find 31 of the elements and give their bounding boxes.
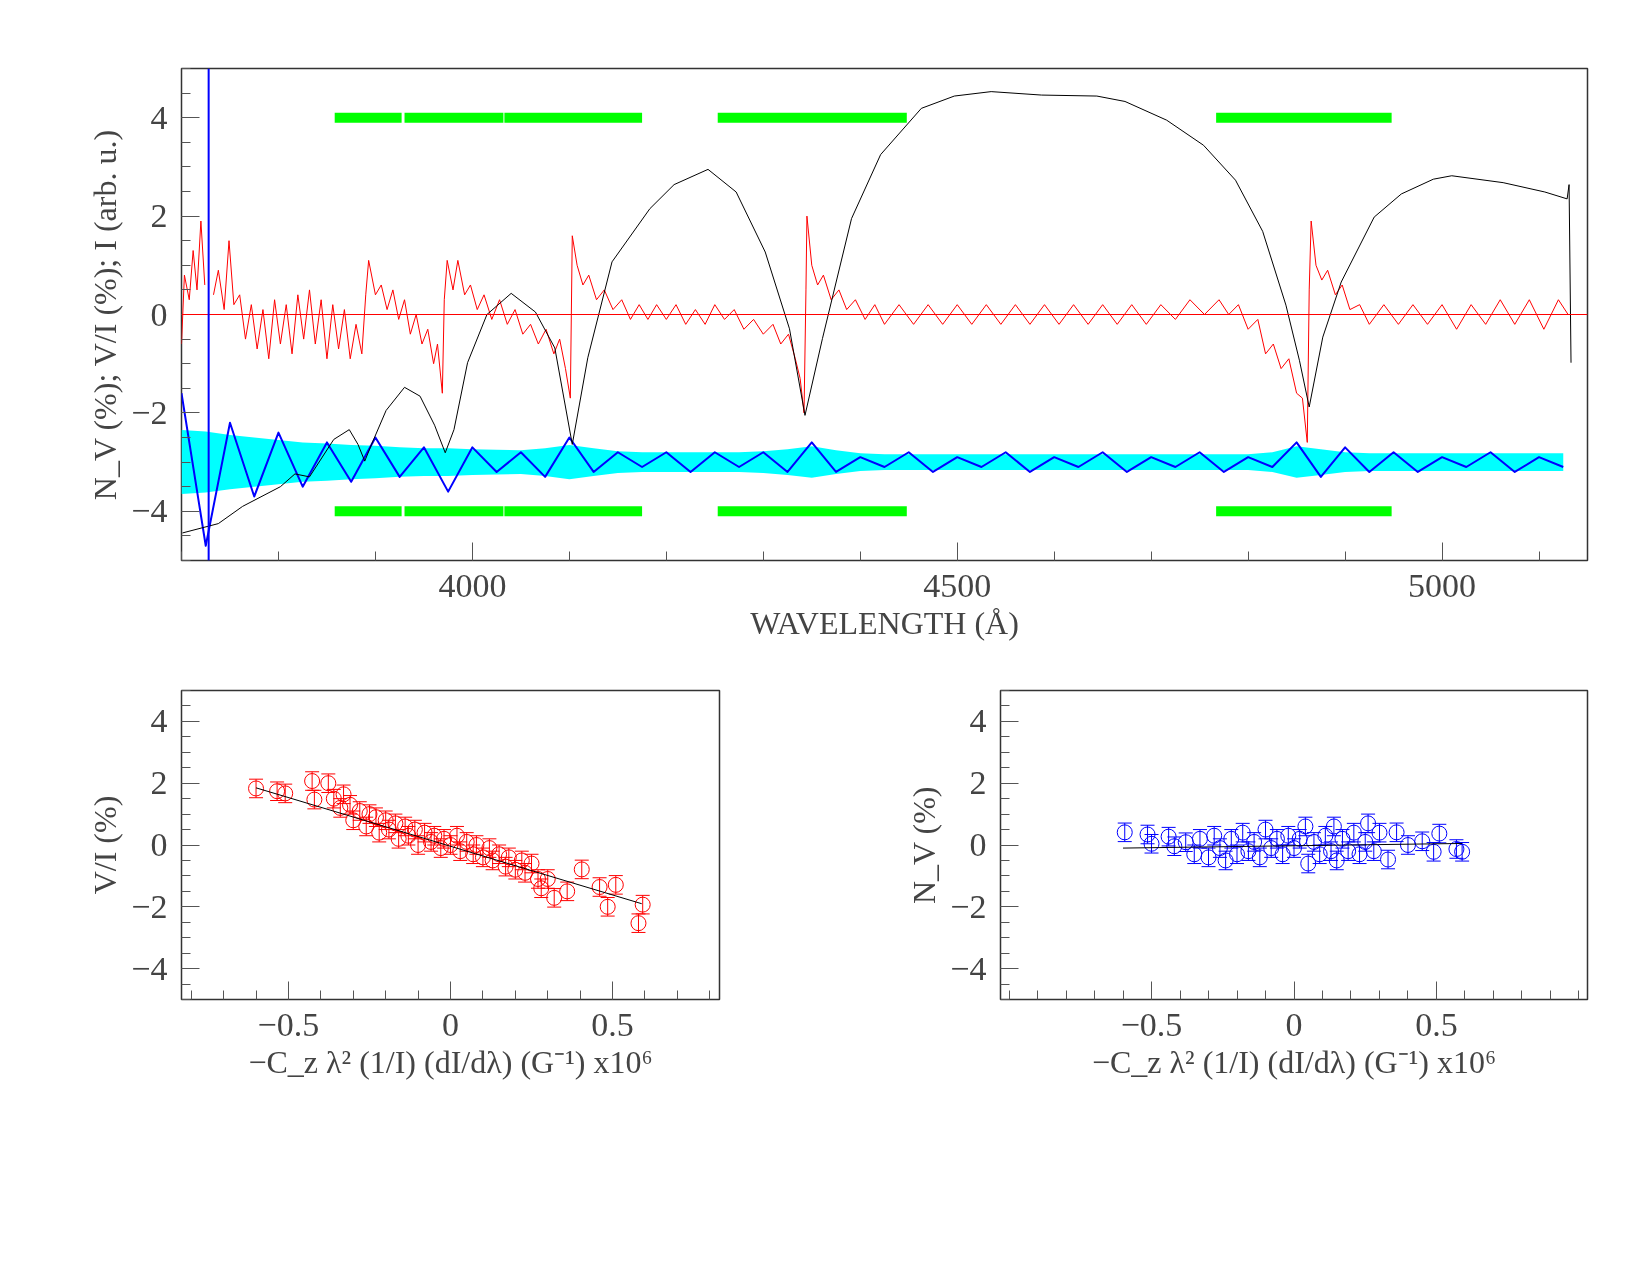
x-tick-label: 4500 bbox=[923, 566, 992, 604]
y-tick-label: −4 bbox=[131, 492, 168, 530]
x-axis-title: −C_z λ² (1/I) (dI/dλ) (G⁻¹) x10⁶ bbox=[248, 1043, 653, 1080]
y-tick-label: 0 bbox=[150, 295, 168, 333]
x-axis-title: WAVELENGTH (Å) bbox=[750, 604, 1019, 641]
y-tick-label: 4 bbox=[150, 98, 168, 136]
y-tick-label: 4 bbox=[969, 702, 987, 740]
y-axis-title: V/I (%) bbox=[87, 795, 124, 895]
x-tick-label: 0 bbox=[442, 1005, 459, 1043]
y-tick-label: 2 bbox=[150, 197, 168, 235]
y-axis-title: N_V (%); V/I (%); I (arb. u.) bbox=[87, 129, 124, 501]
y-tick-label: 2 bbox=[969, 764, 987, 802]
x-tick-label: 4000 bbox=[438, 566, 507, 604]
y-tick-label: 0 bbox=[150, 826, 168, 863]
y-axis-title: N_V (%) bbox=[906, 786, 943, 905]
y-tick-label: −4 bbox=[131, 949, 168, 987]
x-tick-label: −0.5 bbox=[257, 1005, 320, 1043]
y-tick-label: −2 bbox=[131, 887, 168, 925]
y-tick-label: −2 bbox=[131, 393, 168, 431]
x-axis-title: −C_z λ² (1/I) (dI/dλ) (G⁻¹) x10⁶ bbox=[1091, 1043, 1497, 1080]
x-tick-label: 0.5 bbox=[591, 1005, 634, 1043]
x-tick-label: 0.5 bbox=[1415, 1005, 1458, 1043]
y-tick-label: 2 bbox=[150, 764, 168, 802]
x-tick-label: −0.5 bbox=[1120, 1005, 1183, 1043]
y-tick-label: −4 bbox=[950, 949, 987, 987]
y-tick-label: −2 bbox=[950, 887, 987, 925]
x-tick-label: 5000 bbox=[1408, 566, 1477, 604]
line-series bbox=[181, 91, 1572, 534]
x-tick-label: 0 bbox=[1285, 1005, 1303, 1043]
y-tick-label: 4 bbox=[150, 702, 168, 740]
y-tick-label: 0 bbox=[969, 826, 987, 863]
